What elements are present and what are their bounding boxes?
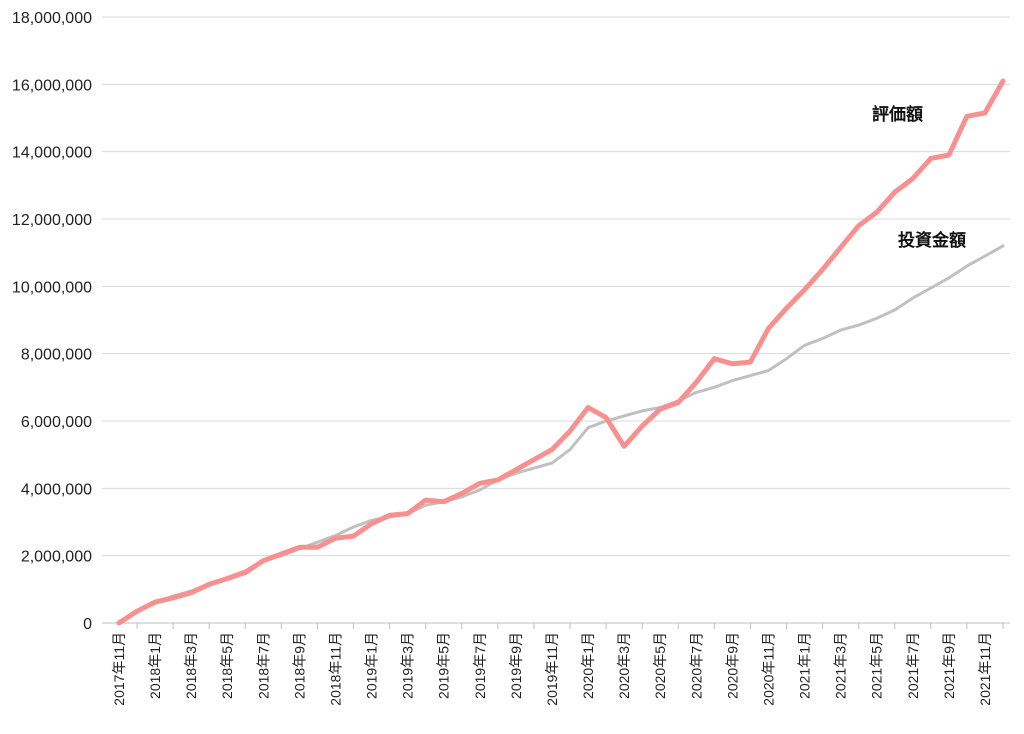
x-tick-label: 2020年3月 — [616, 632, 632, 699]
x-tick-label: 2018年7月 — [255, 632, 271, 699]
y-tick-label: 14,000,000 — [12, 145, 92, 162]
x-tick-label: 2019年1月 — [364, 632, 380, 699]
x-tick-label: 2018年11月 — [327, 632, 343, 706]
x-tick-labels: 2017年11月 2018年1月 2018年3月 2018年5月 2018年7月 2018… — [111, 632, 993, 706]
y-tick-label: 18,000,000 — [12, 10, 92, 27]
x-tick-label: 2021年1月 — [797, 632, 813, 699]
y-axis: 0 2,000,000 4,000,000 6,000,000 8,000,000 10,… — [12, 10, 92, 633]
x-tick-label: 2020年5月 — [652, 632, 668, 699]
x-tick-label: 2017年11月 — [111, 632, 127, 706]
x-tick-label: 2021年11月 — [977, 632, 993, 706]
x-tick-label: 2020年11月 — [760, 632, 776, 706]
x-tick-label: 2021年5月 — [869, 632, 885, 699]
y-tick-label: 4,000,000 — [21, 481, 92, 498]
y-tick-label: 0 — [83, 616, 92, 633]
y-tick-label: 12,000,000 — [12, 212, 92, 229]
x-tick-label: 2018年9月 — [291, 632, 307, 699]
y-tick-label: 10,000,000 — [12, 279, 92, 296]
series-label-investment: 投資金額 — [898, 230, 966, 251]
x-tick-label: 2019年7月 — [472, 632, 488, 699]
y-tick-label: 2,000,000 — [21, 549, 92, 566]
x-tick-label: 2018年3月 — [183, 632, 199, 699]
x-tick-label: 2019年9月 — [508, 632, 524, 699]
grid-lines — [102, 16, 1010, 557]
x-tick-label: 2018年1月 — [147, 632, 163, 699]
y-tick-label: 6,000,000 — [21, 414, 92, 431]
x-tick-label: 2020年7月 — [688, 632, 704, 699]
x-axis — [102, 622, 1010, 629]
x-tick-label: 2019年5月 — [436, 632, 452, 699]
x-tick-label: 2020年1月 — [580, 632, 596, 699]
x-tick-label: 2021年3月 — [833, 632, 849, 699]
y-tick-label: 16,000,000 — [12, 77, 92, 94]
y-tick-label: 8,000,000 — [21, 347, 92, 364]
series-label-valuation: 評価額 — [872, 104, 923, 125]
x-tick-label: 2019年3月 — [400, 632, 416, 699]
series-lines — [116, 78, 1006, 626]
series-line-valuation — [116, 78, 1006, 626]
x-tick-label: 2021年7月 — [905, 632, 921, 699]
x-tick-label: 2019年11月 — [544, 632, 560, 706]
x-tick-label: 2020年9月 — [724, 632, 740, 699]
x-tick-label: 2021年9月 — [941, 632, 957, 699]
x-tick-label: 2018年5月 — [219, 632, 235, 699]
